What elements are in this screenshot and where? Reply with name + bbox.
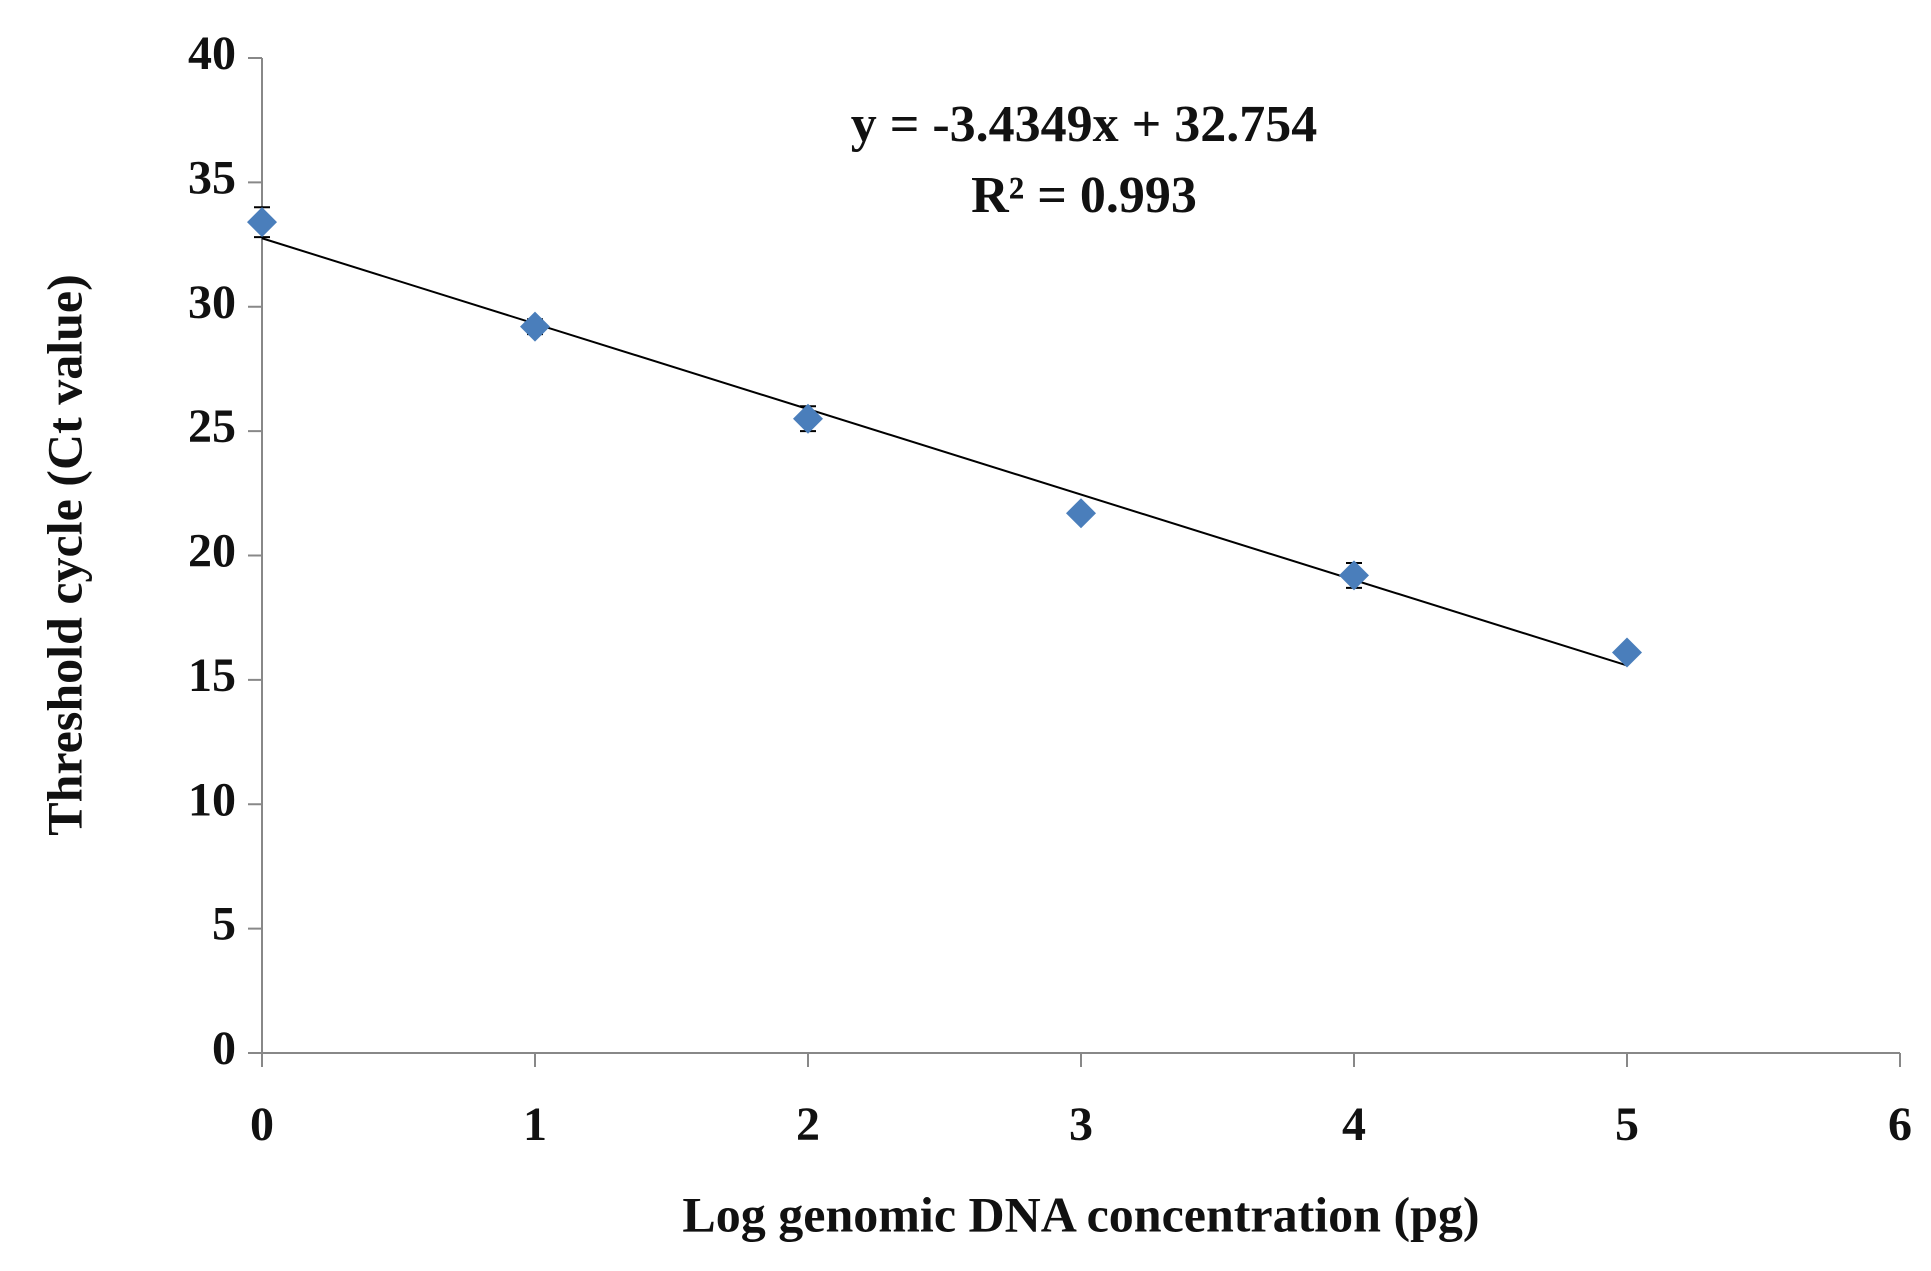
x-axis-title: Log genomic DNA concentration (pg)	[682, 1186, 1479, 1242]
y-tick-label: 20	[188, 525, 236, 578]
marker	[1066, 498, 1096, 529]
marker	[793, 403, 823, 434]
y-tick-label: 35	[188, 151, 236, 204]
y-tick-label: 25	[188, 400, 236, 453]
x-tick-label: 5	[1615, 1098, 1639, 1151]
y-tick-label: 40	[188, 27, 236, 80]
x-tick-label: 2	[796, 1098, 820, 1151]
trendline	[261, 237, 1628, 667]
y-tick-label: 15	[188, 649, 236, 702]
marker	[247, 207, 277, 238]
marker	[1339, 560, 1369, 591]
marker	[1612, 637, 1642, 668]
y-tick-label: 10	[188, 773, 236, 826]
x-tick-label: 6	[1888, 1098, 1912, 1151]
x-tick-label: 4	[1342, 1098, 1366, 1151]
x-tick-label: 1	[523, 1098, 547, 1151]
trendline-r2: R² = 0.993	[971, 167, 1197, 224]
y-tick-label: 0	[212, 1022, 236, 1075]
trendline-equation: y = -3.4349x + 32.754	[851, 96, 1318, 153]
y-tick-label: 30	[188, 276, 236, 329]
marker	[520, 311, 550, 342]
x-tick-label: 0	[250, 1098, 274, 1151]
y-tick-label: 5	[212, 898, 236, 951]
y-axis-title: Threshold cycle (Ct value)	[36, 274, 92, 836]
x-tick-label: 3	[1069, 1098, 1093, 1151]
